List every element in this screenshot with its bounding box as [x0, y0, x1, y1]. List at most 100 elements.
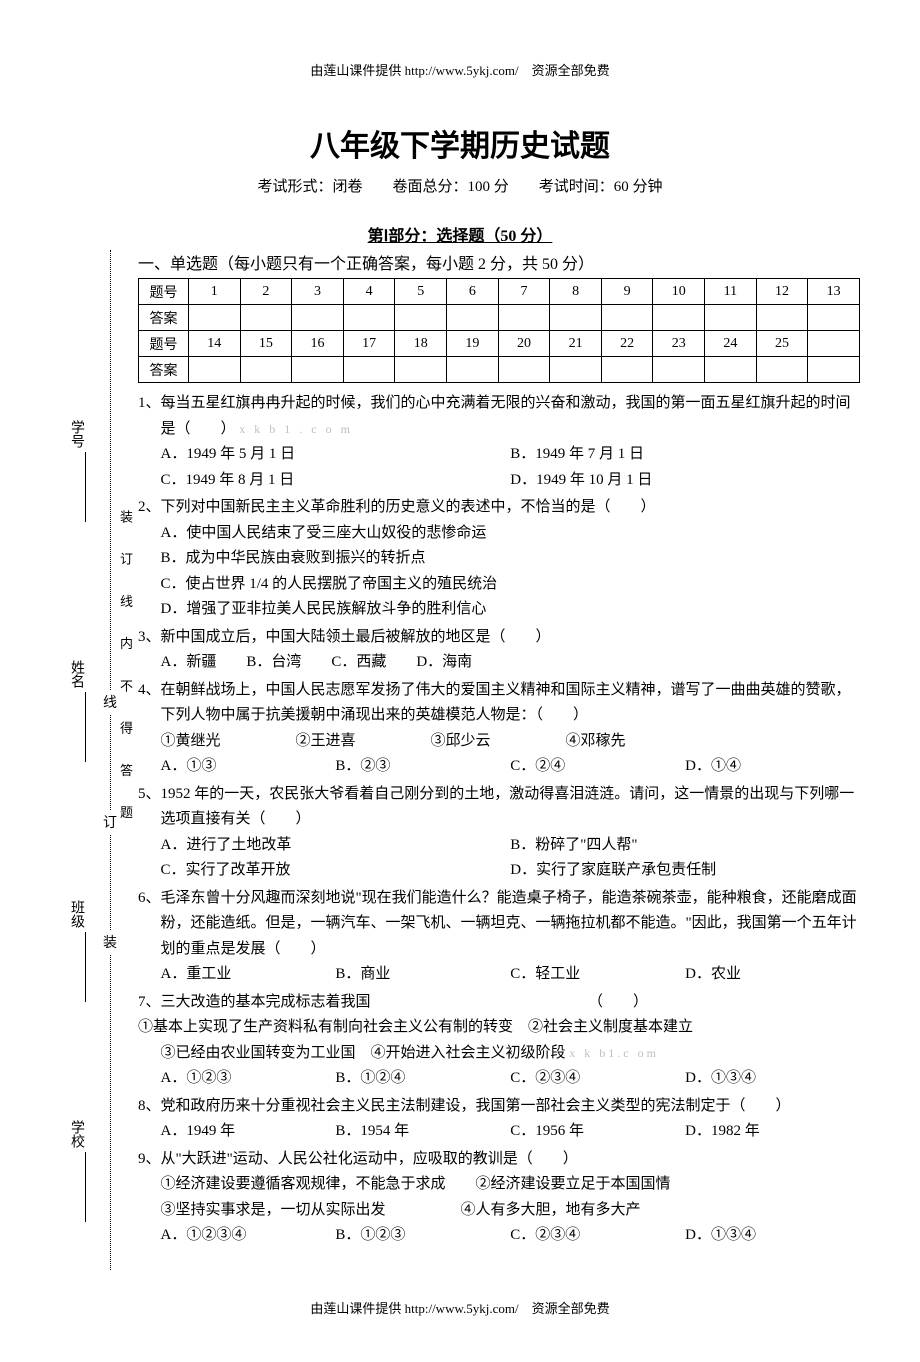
answer-cell[interactable]: [240, 357, 292, 383]
q4-opt-d: D．①④: [685, 754, 860, 780]
cell: 18: [395, 331, 447, 357]
q1-opt-a: A．1949 年 5 月 1 日: [161, 442, 511, 468]
q1-opt-d: D．1949 年 10 月 1 日: [510, 468, 860, 494]
cell: [808, 331, 860, 357]
q9-opt-a: A．①②③④: [161, 1223, 336, 1249]
q9-options: A．①②③④ B．①②③ C．②③④ D．①③④: [138, 1223, 860, 1249]
answer-cell[interactable]: [808, 357, 860, 383]
cell: 22: [601, 331, 653, 357]
q8-opt-c: C．1956 年: [510, 1119, 685, 1145]
q5-opt-a: A．进行了土地改革: [161, 833, 511, 859]
section-instruction: 一、单选题（每小题只有一个正确答案，每小题 2 分，共 50 分）: [138, 250, 920, 274]
table-row: 答案: [139, 305, 860, 331]
q7-opt-a: A．①②③: [161, 1066, 336, 1092]
answer-cell[interactable]: [292, 305, 344, 331]
q1-watermark: x k b 1 . c o m: [239, 422, 353, 436]
binding-dotline: [110, 250, 111, 1270]
q4-opt-c: C．②④: [510, 754, 685, 780]
exam-subtitle: 考试形式：闭卷 卷面总分：100 分 考试时间：60 分钟: [0, 175, 920, 196]
answer-cell[interactable]: [447, 305, 499, 331]
cell: 16: [292, 331, 344, 357]
answer-cell[interactable]: [653, 357, 705, 383]
question-7: 7、三大改造的基本完成标志着我国 （ ）: [138, 990, 860, 1016]
binding-margin: 学校 班级 姓名 学号 装 订 线 装 订 线 内 不 得 答 题: [92, 250, 132, 1270]
q5-opt-d: D．实行了家庭联产承包责任制: [510, 858, 860, 884]
question-3: 3、新中国成立后，中国大陆领土最后被解放的地区是（ ）: [138, 625, 860, 651]
question-4: 4、在朝鲜战场上，中国人民志愿军发扬了伟大的爱国主义精神和国际主义精神，谱写了一…: [138, 678, 860, 729]
answer-cell[interactable]: [343, 305, 395, 331]
q4-opt-b: B．②③: [335, 754, 510, 780]
answer-cell[interactable]: [550, 305, 602, 331]
q5-options: A．进行了土地改革 B．粉碎了"四人帮" C．实行了改革开放 D．实行了家庭联产…: [138, 833, 860, 884]
answer-cell[interactable]: [756, 305, 808, 331]
answer-cell[interactable]: [756, 357, 808, 383]
answer-grid: 题号 1 2 3 4 5 6 7 8 9 10 11 12 13 答案 题号 1…: [138, 278, 860, 383]
q9-opt-d: D．①③④: [685, 1223, 860, 1249]
q8-opt-b: B．1954 年: [335, 1119, 510, 1145]
q8-options: A．1949 年 B．1954 年 C．1956 年 D．1982 年: [138, 1119, 860, 1145]
answer-cell[interactable]: [550, 357, 602, 383]
q8-opt-d: D．1982 年: [685, 1119, 860, 1145]
bind-char-3: 线: [103, 690, 117, 714]
cell: 25: [756, 331, 808, 357]
cell: 24: [705, 331, 757, 357]
q2-opt-b: B．成为中华民族由衰败到振兴的转折点: [161, 546, 861, 572]
cell: 2: [240, 279, 292, 305]
question-9: 9、从"大跃进"运动、人民公社化运动中，应吸取的教训是（ ）: [138, 1147, 860, 1173]
answer-cell[interactable]: [343, 357, 395, 383]
cell: 20: [498, 331, 550, 357]
field-number-label: 学号: [69, 420, 84, 448]
answer-cell[interactable]: [705, 357, 757, 383]
q1-options: A．1949 年 5 月 1 日 B．1949 年 7 月 1 日 C．1949…: [138, 442, 860, 493]
section-title: 第Ⅰ部分：选择题（50 分）: [0, 222, 920, 246]
cell: 23: [653, 331, 705, 357]
content-area: 题号 1 2 3 4 5 6 7 8 9 10 11 12 13 答案 题号 1…: [138, 278, 860, 1249]
cell: 15: [240, 331, 292, 357]
answer-cell[interactable]: [601, 357, 653, 383]
question-6: 6、毛泽东曾十分风趣而深刻地说"现在我们能造什么？能造桌子椅子，能造茶碗茶壶，能…: [138, 886, 860, 963]
answer-cell[interactable]: [395, 305, 447, 331]
q6-opt-a: A．重工业: [161, 962, 336, 988]
answer-cell[interactable]: [189, 305, 241, 331]
table-row: 题号 1 2 3 4 5 6 7 8 9 10 11 12 13: [139, 279, 860, 305]
answer-cell[interactable]: [498, 357, 550, 383]
answer-cell[interactable]: [447, 357, 499, 383]
cell: 14: [189, 331, 241, 357]
q9-line1: ①经济建设要遵循客观规律，不能急于求成 ②经济建设要立足于本国国情: [138, 1172, 860, 1198]
q4-opt-a: A．①③: [161, 754, 336, 780]
q3-options: A．新疆 B．台湾 C．西藏 D．海南: [138, 650, 860, 676]
answer-cell[interactable]: [705, 305, 757, 331]
answer-cell[interactable]: [601, 305, 653, 331]
q9-opt-c: C．②③④: [510, 1223, 685, 1249]
question-1: 1、每当五星红旗冉冉升起的时候，我们的心中充满着无限的兴奋和激动，我国的第一面五…: [138, 391, 860, 442]
q7-watermark: x k b1.c om: [569, 1046, 659, 1060]
field-class-label: 班级: [69, 900, 84, 928]
answer-cell[interactable]: [498, 305, 550, 331]
footer-note: 由莲山课件提供 http://www.5ykj.com/ 资源全部免费: [0, 1298, 920, 1317]
q7-line2: ③已经由农业国转变为工业国 ④开始进入社会主义初级阶段 x k b1.c om: [138, 1041, 860, 1067]
question-5: 5、1952 年的一天，农民张大爷看着自己刚分到的土地，激动得喜泪涟涟。请问，这…: [138, 782, 860, 833]
answer-cell[interactable]: [292, 357, 344, 383]
answer-cell[interactable]: [653, 305, 705, 331]
field-school-label: 学校: [69, 1120, 84, 1148]
q7-line2-text: ③已经由农业国转变为工业国 ④开始进入社会主义初级阶段: [161, 1045, 566, 1061]
cell: 11: [705, 279, 757, 305]
cell: 12: [756, 279, 808, 305]
q7-opt-d: D．①③④: [685, 1066, 860, 1092]
cell: 4: [343, 279, 395, 305]
q9-opt-b: B．①②③: [335, 1223, 510, 1249]
answer-cell[interactable]: [808, 305, 860, 331]
cell: 9: [601, 279, 653, 305]
q8-opt-a: A．1949 年: [161, 1119, 336, 1145]
q1-opt-c: C．1949 年 8 月 1 日: [161, 468, 511, 494]
row-label: 答案: [139, 305, 189, 331]
answer-cell[interactable]: [189, 357, 241, 383]
q4-options: A．①③ B．②③ C．②④ D．①④: [138, 754, 860, 780]
q5-opt-c: C．实行了改革开放: [161, 858, 511, 884]
answer-cell[interactable]: [240, 305, 292, 331]
cell: 6: [447, 279, 499, 305]
q2-opt-d: D．增强了亚非拉美人民民族解放斗争的胜利信心: [161, 597, 861, 623]
answer-cell[interactable]: [395, 357, 447, 383]
field-class: 班级: [66, 900, 86, 1002]
header-note: 由莲山课件提供 http://www.5ykj.com/ 资源全部免费: [0, 60, 920, 79]
